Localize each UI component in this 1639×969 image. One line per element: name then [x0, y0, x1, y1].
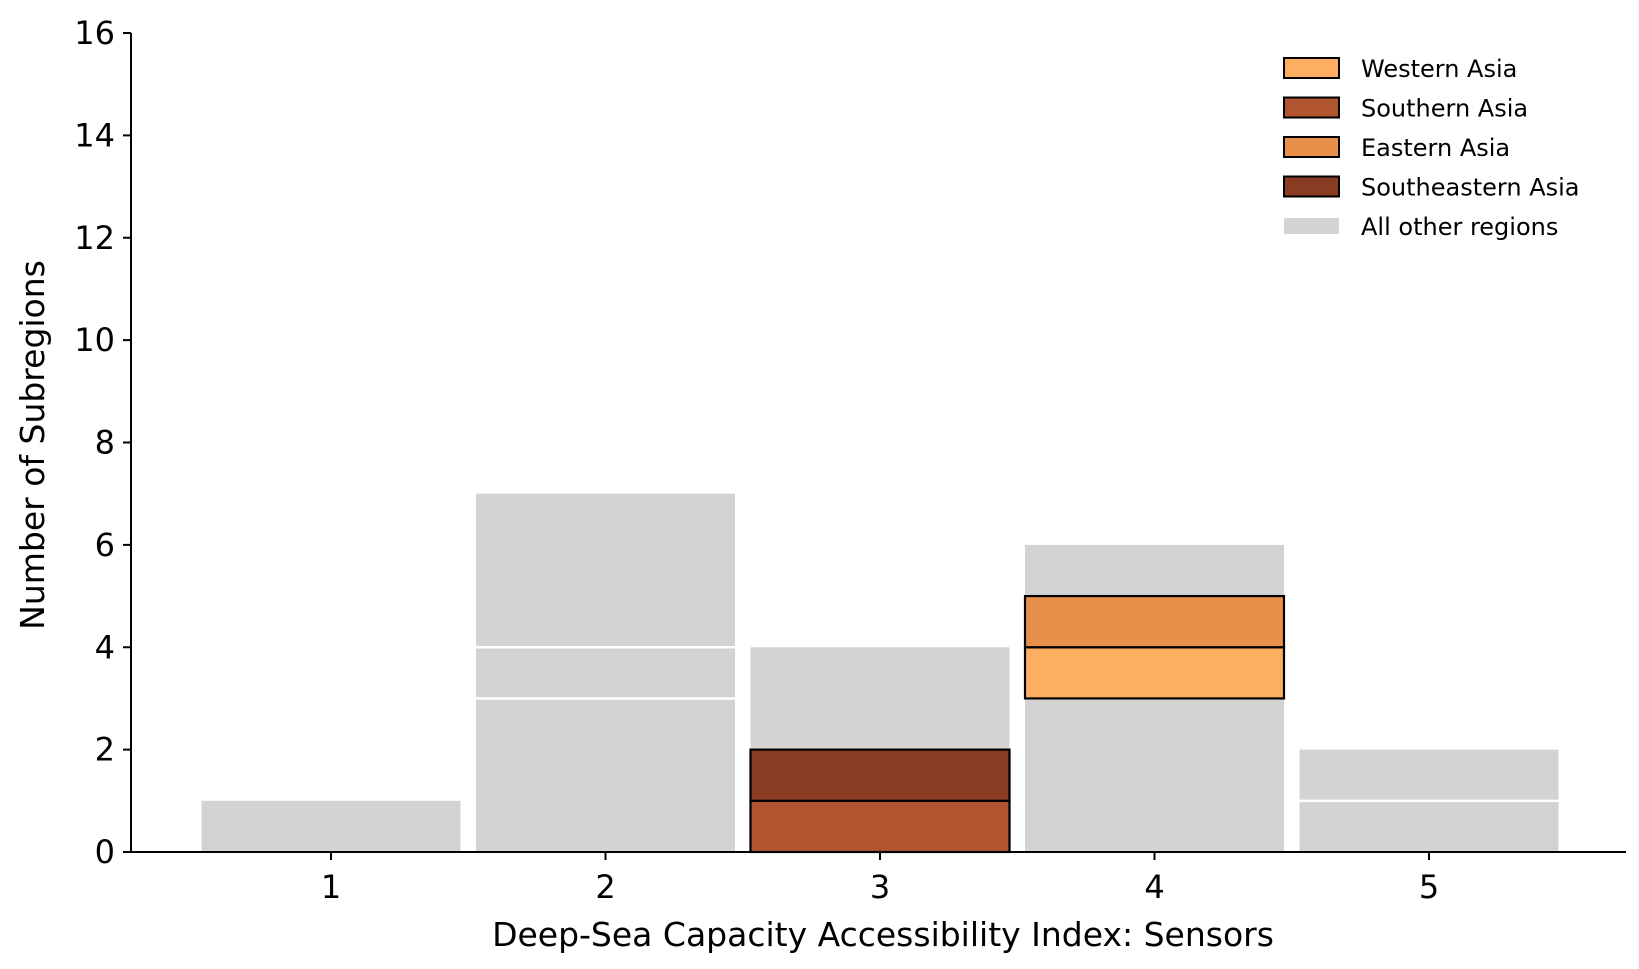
y-tick-label: 4	[95, 628, 115, 666]
legend-swatch-all-other-regions	[1284, 218, 1339, 234]
bars-layer	[201, 493, 1559, 854]
legend-swatch-western-asia	[1283, 57, 1340, 79]
legend-label: Southern Asia	[1361, 95, 1528, 123]
legend-label: Western Asia	[1361, 55, 1517, 83]
legend-swatch-eastern-asia	[1283, 136, 1340, 158]
x-tick-label: 3	[870, 868, 890, 906]
x-tick-label: 5	[1419, 868, 1439, 906]
other-regions-bar-1	[201, 800, 461, 852]
x-tick-label: 4	[1144, 868, 1164, 906]
legend-label: Southeastern Asia	[1361, 174, 1579, 202]
y-tick-label: 6	[95, 526, 115, 564]
bar-segment-southeastern-asia-3	[749, 748, 1011, 802]
x-tick-label: 1	[321, 868, 341, 906]
y-tick-label: 16	[74, 14, 115, 52]
bar-segment-eastern-asia-4	[1023, 594, 1286, 649]
y-tick-label: 14	[74, 116, 115, 154]
legend-label: Eastern Asia	[1361, 134, 1510, 162]
y-tick-label: 8	[95, 424, 115, 462]
y-tick-label: 12	[74, 219, 115, 257]
legend-swatch-southern-asia	[1283, 96, 1340, 119]
legend: Western Asia Southern Asia Eastern Asia Sou…	[1283, 55, 1579, 241]
y-tick-label: 0	[95, 833, 115, 871]
y-tick-label: 10	[74, 321, 115, 359]
legend-label: All other regions	[1361, 213, 1558, 241]
y-axis-title: Number of Subregions	[13, 260, 52, 630]
legend-swatch-southeastern-asia	[1283, 175, 1340, 198]
other-regions-bar-2	[476, 493, 735, 852]
bar-segment-western-asia-4	[1023, 646, 1286, 700]
x-tick-label: 2	[595, 868, 615, 906]
x-axis-title: Deep-Sea Capacity Accessibility Index: S…	[492, 915, 1274, 954]
y-tick-label: 2	[95, 731, 115, 769]
bar-segment-southern-asia-3	[749, 799, 1011, 854]
